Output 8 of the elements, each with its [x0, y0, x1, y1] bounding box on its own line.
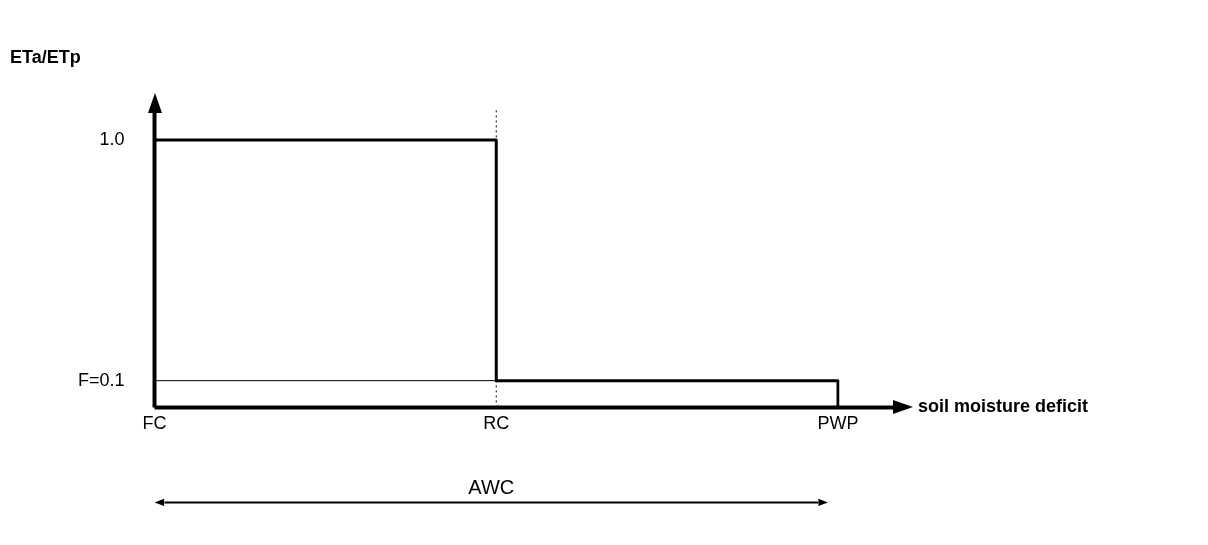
x-tick-label: PWP [817, 413, 859, 434]
text: AWC [468, 475, 515, 498]
x-tick-label: RC [483, 413, 510, 434]
x-tick-label: FC [142, 413, 167, 434]
x-axis-title: soil moisture deficit [918, 396, 1089, 417]
y-axis-title: ETa/ETp [10, 46, 81, 67]
y-tick-label: 1.0 [99, 129, 125, 150]
y-tick-label: F=0.1 [78, 369, 125, 390]
